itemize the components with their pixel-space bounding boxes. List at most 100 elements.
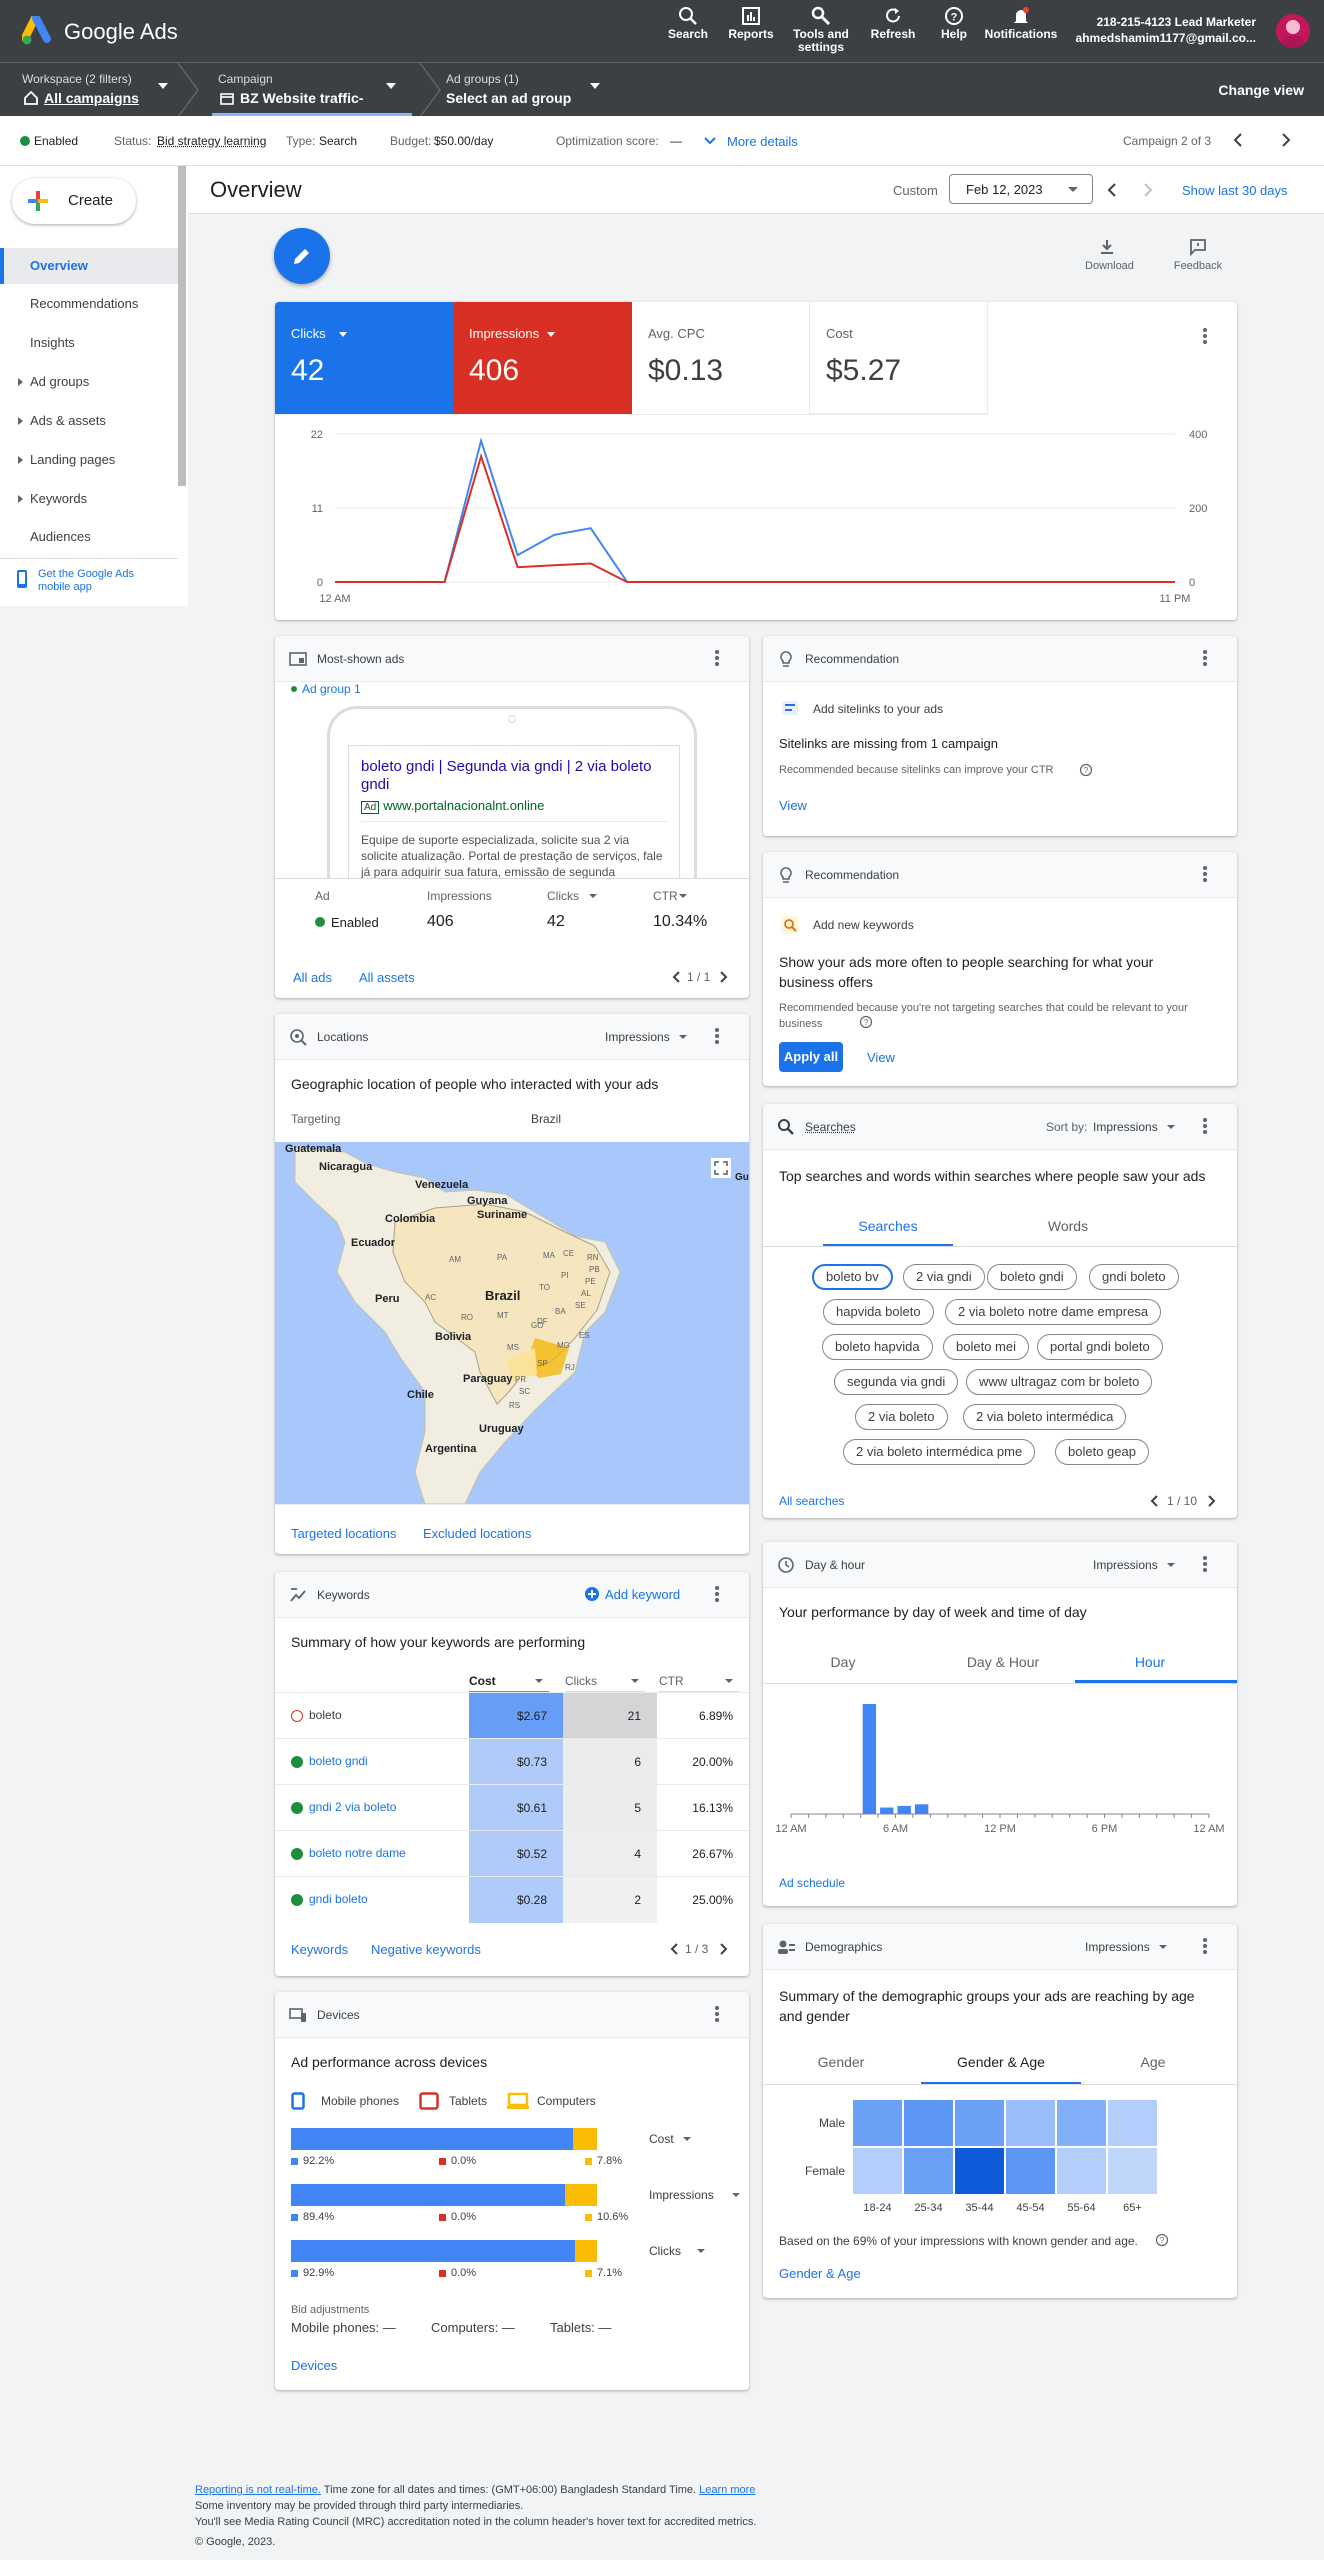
table-row[interactable]: gndi 2 via boleto $0.61 5 16.13% xyxy=(275,1784,749,1831)
search-chip[interactable]: 2 via boleto intermédica pme xyxy=(843,1439,1036,1465)
col-ctr[interactable]: CTR xyxy=(653,889,678,903)
col-clicks[interactable]: Clicks xyxy=(547,889,579,903)
tools-settings-button[interactable]: Tools and settings xyxy=(790,6,852,54)
ad-headline[interactable]: boleto gndi | Segunda via gndi | 2 via b… xyxy=(361,758,652,793)
devices-link[interactable]: Devices xyxy=(291,2358,338,2373)
workspace-value[interactable]: All campaigns xyxy=(44,90,139,106)
keyword-text[interactable]: boleto xyxy=(309,1708,342,1722)
more-details-link[interactable]: More details xyxy=(727,134,798,149)
tab-searches[interactable]: Searches xyxy=(858,1218,918,1234)
all-ads-link[interactable]: All ads xyxy=(293,970,333,985)
learn-more-link[interactable]: Learn more xyxy=(699,2484,756,2496)
col-ctr[interactable]: CTR xyxy=(659,1668,739,1692)
tab-hour[interactable]: Hour xyxy=(1134,1654,1166,1670)
gender-age-link[interactable]: Gender & Age xyxy=(779,2266,861,2281)
search-chip[interactable]: 2 via boleto notre dame empresa xyxy=(945,1299,1162,1325)
next-page-chevron-icon[interactable] xyxy=(719,1942,729,1956)
show-last-30-days-link[interactable]: Show last 30 days xyxy=(1182,183,1288,198)
sidebar-item-ads-assets[interactable]: Ads & assets xyxy=(0,403,178,439)
apply-all-button[interactable]: Apply all xyxy=(779,1042,843,1072)
sidebar-item-keywords[interactable]: Keywords xyxy=(0,481,178,517)
sort-dropdown-icon[interactable] xyxy=(1167,1125,1175,1129)
avatar[interactable] xyxy=(1276,14,1310,48)
clicks-sort-icon[interactable] xyxy=(589,894,597,898)
change-view-button[interactable]: Change view xyxy=(1218,82,1304,98)
more-options-icon[interactable] xyxy=(1203,866,1207,882)
enabled-status[interactable]: Enabled xyxy=(34,134,79,148)
tab-age[interactable]: Age xyxy=(1140,2054,1166,2070)
sidebar-item-landing-pages[interactable]: Landing pages xyxy=(0,442,178,478)
search-chip[interactable]: boleto bv xyxy=(812,1264,893,1290)
metric-dropdown-icon[interactable] xyxy=(697,2249,705,2253)
keyword-text[interactable]: boleto notre dame xyxy=(309,1846,406,1860)
more-options-icon[interactable] xyxy=(1203,650,1207,666)
date-picker[interactable]: Feb 12, 2023 xyxy=(949,174,1093,204)
targeted-locations-link[interactable]: Targeted locations xyxy=(291,1526,397,1541)
prev-page-chevron-icon[interactable] xyxy=(1149,1494,1159,1508)
ad-group-link[interactable]: Ad group 1 xyxy=(302,682,361,696)
col-cost[interactable]: Cost xyxy=(469,1668,549,1692)
more-options-icon[interactable] xyxy=(715,1586,719,1602)
status-value[interactable]: Bid strategy learning xyxy=(157,134,267,148)
heatmap-cell[interactable] xyxy=(1057,2148,1106,2194)
google-ads-logo-icon[interactable] xyxy=(22,16,56,46)
ad-preview[interactable]: boleto gndi | Segunda via gndi | 2 via b… xyxy=(348,745,680,905)
sort-value[interactable]: Impressions xyxy=(1093,1120,1158,1134)
more-options-icon[interactable] xyxy=(715,650,719,666)
device-metric-selector[interactable]: Cost xyxy=(649,2132,674,2146)
keyword-text[interactable]: gndi boleto xyxy=(309,1892,368,1906)
next-page-chevron-icon[interactable] xyxy=(1207,1494,1217,1508)
rec-view-link[interactable]: View xyxy=(779,798,807,813)
help-circle-icon[interactable]: ? xyxy=(1155,2233,1169,2247)
search-chip[interactable]: boleto gndi xyxy=(987,1264,1077,1290)
realtime-link[interactable]: Reporting is not real-time. xyxy=(195,2484,321,2496)
fullscreen-icon[interactable] xyxy=(711,1158,731,1178)
metric-dropdown-icon[interactable] xyxy=(1167,1563,1175,1567)
search-chip[interactable]: 2 via boleto xyxy=(855,1404,948,1430)
metric-dropdown-icon[interactable] xyxy=(1159,1945,1167,1949)
sidebar-item-audiences[interactable]: Audiences xyxy=(30,529,91,544)
feedback-button[interactable]: Feedback xyxy=(1172,238,1224,272)
brand-name[interactable]: Google Ads xyxy=(64,19,178,44)
heatmap-cell[interactable] xyxy=(853,2100,902,2146)
search-button[interactable]: Search xyxy=(666,6,710,41)
search-chip[interactable]: 2 via boleto intermédica xyxy=(963,1404,1127,1430)
col-clicks[interactable]: Clicks xyxy=(565,1668,645,1692)
heatmap-cell[interactable] xyxy=(1006,2148,1055,2194)
heatmap-cell[interactable] xyxy=(1057,2100,1106,2146)
more-options-icon[interactable] xyxy=(715,2006,719,2022)
metric-selector[interactable]: Impressions xyxy=(1093,1558,1158,1572)
geographic-map[interactable]: Guatemala Nicaragua Venezuela Guyana Surinam… xyxy=(275,1142,749,1504)
device-metric-selector[interactable]: Clicks xyxy=(649,2244,681,2258)
account-phone[interactable]: 218-215-4123 Lead Marketer xyxy=(1096,15,1256,29)
excluded-locations-link[interactable]: Excluded locations xyxy=(423,1526,532,1541)
next-page-chevron-icon[interactable] xyxy=(719,970,729,984)
sidebar-item-overview[interactable]: Overview xyxy=(0,248,178,284)
refresh-button[interactable]: Refresh xyxy=(868,6,918,41)
metric-selector[interactable]: Impressions xyxy=(605,1030,670,1044)
sidebar-item-ad-groups[interactable]: Ad groups xyxy=(0,364,178,400)
adgroups-chevron-down-icon[interactable] xyxy=(590,83,600,89)
performance-more-icon[interactable] xyxy=(1203,328,1207,344)
avg-cpc-metric[interactable]: Avg. CPC $0.13 xyxy=(632,302,810,414)
ad-schedule-link[interactable]: Ad schedule xyxy=(779,1876,846,1890)
help-circle-icon[interactable]: ? xyxy=(1079,763,1093,777)
account-email[interactable]: ahmedshamim1177@gmail.co... xyxy=(1075,31,1256,45)
heatmap-cell[interactable] xyxy=(904,2100,953,2146)
device-metric-selector[interactable]: Impressions xyxy=(649,2188,714,2202)
expand-chevron-icon[interactable] xyxy=(704,136,716,146)
keywords-link[interactable]: Keywords xyxy=(291,1942,349,1957)
clicks-metric[interactable]: Clicks 42 xyxy=(275,302,453,414)
add-keyword-button[interactable]: Add keyword xyxy=(585,1584,695,1606)
search-chip[interactable]: gndi boleto xyxy=(1089,1264,1179,1290)
prev-page-chevron-icon[interactable] xyxy=(671,970,681,984)
table-row[interactable]: gndi boleto $0.28 2 25.00% xyxy=(275,1876,749,1923)
search-chip[interactable]: boleto geap xyxy=(1055,1439,1149,1465)
sidebar-item-insights[interactable]: Insights xyxy=(30,335,75,350)
keyword-text[interactable]: gndi 2 via boleto xyxy=(309,1800,397,1814)
search-chip[interactable]: boleto hapvida xyxy=(822,1334,933,1360)
negative-keywords-link[interactable]: Negative keywords xyxy=(371,1942,481,1957)
tab-day[interactable]: Day xyxy=(830,1654,856,1670)
mobile-app-link[interactable]: Get the Google Ads mobile app xyxy=(38,568,135,593)
previous-date-chevron-icon[interactable] xyxy=(1106,182,1118,198)
